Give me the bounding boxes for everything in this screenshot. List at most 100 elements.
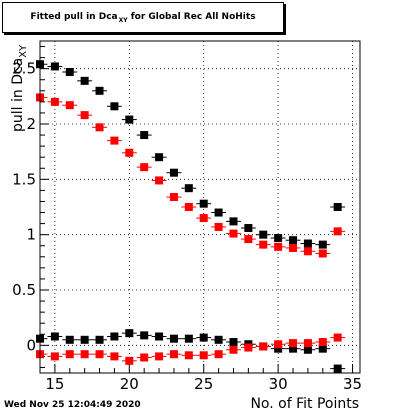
data-points xyxy=(36,60,346,373)
x-tick-label: 35 xyxy=(343,375,362,393)
chart-title-prefix: Fitted pull in Dca xyxy=(30,11,118,22)
data-point xyxy=(259,230,268,239)
data-point xyxy=(289,344,298,353)
data-point xyxy=(110,136,119,145)
data-point xyxy=(199,199,208,208)
data-point xyxy=(214,350,223,359)
data-point xyxy=(333,227,342,236)
data-point xyxy=(199,351,208,360)
data-point xyxy=(125,329,134,338)
data-point xyxy=(184,334,193,343)
data-point xyxy=(155,153,164,162)
data-point xyxy=(184,351,193,360)
data-point xyxy=(303,239,312,248)
data-point xyxy=(155,332,164,341)
y-tick-label: 1 xyxy=(26,226,36,244)
y-tick-label: 2 xyxy=(26,115,36,133)
data-point xyxy=(95,335,104,344)
data-point xyxy=(169,350,178,359)
data-point xyxy=(169,168,178,177)
x-tick-label: 30 xyxy=(269,375,288,393)
data-point xyxy=(303,345,312,354)
y-tick-label: 2.5 xyxy=(12,60,36,78)
chart-title-box: Fitted pull in DcaXY for Global Rec All … xyxy=(2,2,284,33)
y-tick-label: 0 xyxy=(26,336,36,354)
data-point xyxy=(199,333,208,342)
data-point xyxy=(140,331,149,340)
data-point xyxy=(244,224,253,233)
data-point xyxy=(50,352,59,361)
grid-lines xyxy=(40,41,360,373)
data-point xyxy=(274,242,283,251)
data-point xyxy=(110,102,119,111)
data-point xyxy=(80,111,89,120)
data-point xyxy=(125,115,134,124)
data-point xyxy=(289,339,298,348)
timestamp-label: Wed Nov 25 12:04:49 2020 xyxy=(4,400,141,410)
data-point xyxy=(229,229,238,238)
data-point xyxy=(125,356,134,365)
data-point xyxy=(274,340,283,349)
y-axis-title: pull in DcaXY xyxy=(10,45,29,132)
data-point xyxy=(65,67,74,76)
data-point xyxy=(140,163,149,172)
chart-title-subscript: XY xyxy=(118,16,128,24)
plot-frame xyxy=(39,40,361,374)
data-point xyxy=(95,86,104,95)
data-point xyxy=(199,214,208,223)
data-point xyxy=(229,338,238,347)
chart-title: Fitted pull in DcaXY for Global Rec All … xyxy=(30,12,255,24)
data-point xyxy=(184,203,193,211)
data-point xyxy=(155,176,164,185)
y-axis-title-prefix: pull in Dca xyxy=(10,57,26,132)
x-axis-title: No. of Fit Points xyxy=(250,396,359,412)
data-point xyxy=(80,76,89,85)
data-point xyxy=(50,97,59,106)
data-point xyxy=(110,352,119,361)
data-point xyxy=(333,333,342,342)
data-point xyxy=(318,344,327,353)
data-point xyxy=(50,332,59,341)
data-point xyxy=(155,352,164,361)
data-point xyxy=(80,335,89,344)
y-tick-label: 0.5 xyxy=(12,281,36,299)
data-point xyxy=(289,243,298,252)
data-point xyxy=(50,62,59,71)
data-point xyxy=(140,131,149,140)
y-tick-label: 1.5 xyxy=(12,170,36,188)
data-point xyxy=(318,338,327,347)
data-point xyxy=(65,335,74,344)
chart-title-suffix: for Global Rec All NoHits xyxy=(127,11,256,22)
x-tick-label: 15 xyxy=(45,375,64,393)
data-point xyxy=(169,193,178,202)
axes: 15 20 25 30 35 0 0.5 1 1.5 2 2.5 xyxy=(12,46,362,393)
data-point xyxy=(65,350,74,359)
data-point xyxy=(289,236,298,245)
data-point xyxy=(95,350,104,359)
data-point xyxy=(214,222,223,231)
data-point xyxy=(110,332,119,341)
y-axis-title-subscript: XY xyxy=(18,44,29,58)
data-point xyxy=(214,208,223,217)
data-point xyxy=(244,343,253,352)
data-point xyxy=(303,247,312,256)
data-point xyxy=(95,123,104,132)
data-point xyxy=(125,148,134,157)
data-point xyxy=(214,335,223,344)
data-point xyxy=(184,184,193,193)
data-point xyxy=(333,364,342,373)
data-point xyxy=(80,350,89,359)
data-point xyxy=(274,233,283,242)
data-point xyxy=(229,217,238,226)
x-tick-label: 20 xyxy=(120,375,139,393)
data-point xyxy=(318,249,327,258)
x-tick-label: 25 xyxy=(194,375,213,393)
data-point xyxy=(274,344,283,353)
data-point xyxy=(229,345,238,354)
data-point xyxy=(169,334,178,343)
data-point xyxy=(303,339,312,348)
data-point xyxy=(259,342,268,351)
data-point xyxy=(259,240,268,249)
data-point xyxy=(65,101,74,110)
